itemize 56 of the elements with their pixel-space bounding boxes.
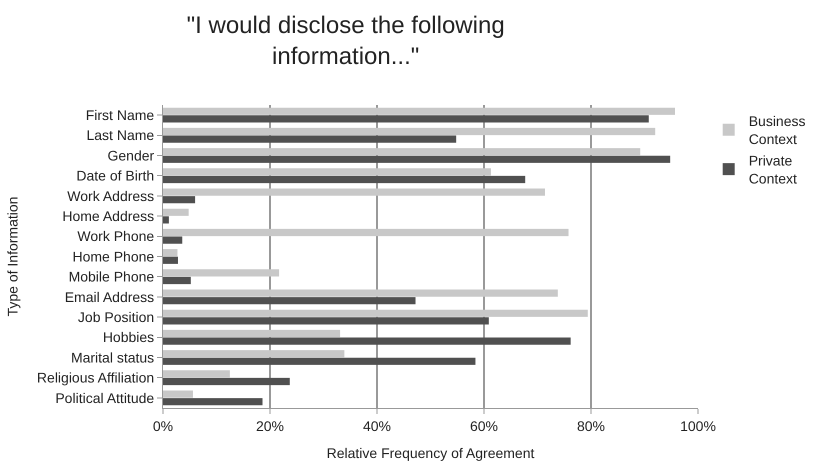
y-tick-label: Hobbies [102,329,154,346]
x-tick-label: 100% [680,418,716,434]
chart-title: "I would disclose the following information..." [186,12,505,70]
y-tick-label: Last Name [86,127,154,144]
y-tick-label: Email Address [64,288,154,305]
x-tick-label: 20% [256,418,284,434]
bar [163,390,193,398]
y-tick-label: Job Position [78,309,154,325]
legend-label: Business Context [748,113,806,148]
bar [163,228,569,236]
bar [163,276,191,284]
bar [163,310,588,317]
bar [163,216,169,224]
x-tick-label: 60% [470,418,498,434]
bar [163,290,558,297]
y-tick-label: Marital status [70,349,154,366]
y-tick-label: Religious Affiliation [36,370,154,386]
x-axis-title: Relative Frequency of Agreement [326,445,534,462]
bar [163,128,656,136]
x-tick-label: 80% [576,418,606,434]
y-tick-label: Mobile Phone [68,268,154,285]
y-tick-label: Home Phone [72,248,154,264]
y-tick-label: Work Phone [77,228,154,244]
y-tick-label: Date of Birth [76,168,154,184]
bar [163,176,526,184]
bar [163,370,230,378]
bar [163,378,290,386]
bar [163,269,280,277]
bar [163,196,196,204]
legend-label: Private Context [748,152,798,187]
bar [163,135,456,143]
bar [163,249,178,256]
bar [163,156,670,163]
y-tick-label: Gender [107,147,155,164]
bar [163,398,263,406]
bar [163,350,344,358]
bar [163,330,340,338]
bar [163,317,489,324]
y-tick-label: Home Address [62,208,154,224]
y-tick-label: Political Attitude [55,390,154,406]
bar [163,236,182,244]
x-tick-label: 40% [362,418,392,434]
bar [163,297,416,304]
bar [163,115,649,122]
bar [163,108,675,115]
bar [163,358,476,365]
bar [163,148,640,156]
y-tick-label: First Name [86,107,154,123]
y-axis-title: Type of Information [4,196,21,316]
bar [163,337,571,345]
bar [163,168,491,176]
bar [163,188,545,196]
y-tick-label: Work Address [67,188,154,204]
x-tick-label: 0% [152,418,174,434]
bar [163,256,178,264]
bar [163,208,189,216]
